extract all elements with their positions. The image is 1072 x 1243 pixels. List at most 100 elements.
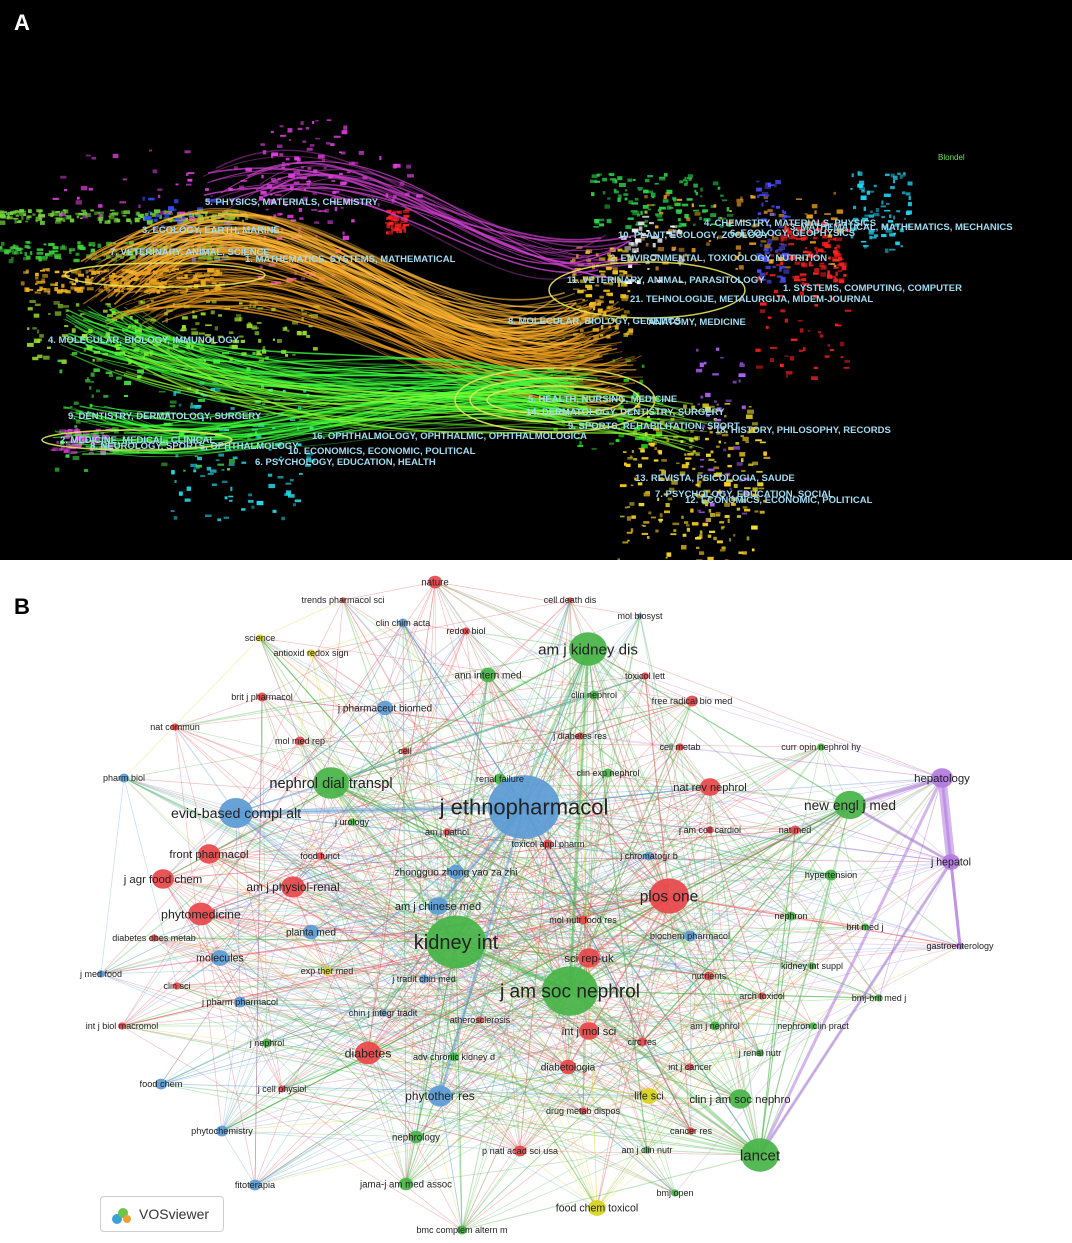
journal-node[interactable] [817, 743, 825, 751]
journal-node[interactable] [340, 597, 346, 603]
journal-node[interactable] [234, 996, 246, 1008]
journal-node[interactable] [710, 1021, 720, 1031]
journal-node[interactable] [686, 1063, 694, 1071]
journal-node[interactable] [97, 970, 105, 978]
journal-node[interactable] [399, 1177, 413, 1191]
journal-node[interactable] [758, 992, 766, 1000]
journal-node[interactable] [861, 923, 869, 931]
journal-node[interactable] [462, 627, 470, 635]
journal-node[interactable] [348, 818, 356, 826]
journal-node[interactable] [379, 1009, 387, 1017]
journal-node[interactable] [756, 1049, 764, 1057]
journal-node[interactable] [643, 1146, 651, 1154]
journal-node[interactable] [419, 974, 429, 984]
journal-node[interactable] [150, 934, 158, 942]
journal-node[interactable] [428, 1085, 452, 1107]
journal-node[interactable] [578, 915, 588, 925]
journal-node[interactable] [219, 798, 253, 828]
journal-node[interactable] [942, 854, 960, 870]
journal-node[interactable] [303, 924, 319, 940]
journal-node[interactable] [476, 1016, 484, 1024]
journal-node[interactable] [322, 966, 332, 976]
journal-node[interactable] [211, 950, 229, 966]
journal-node[interactable] [377, 700, 393, 716]
journal-node[interactable] [825, 869, 837, 881]
journal-node[interactable] [588, 1200, 606, 1216]
journal-node[interactable] [281, 876, 305, 898]
journal-node[interactable] [729, 1089, 751, 1109]
journal-node[interactable] [579, 1022, 599, 1040]
journal-node[interactable] [931, 768, 953, 788]
journal-node[interactable] [637, 1037, 647, 1047]
journal-node[interactable] [307, 649, 315, 657]
journal-node[interactable] [173, 982, 181, 990]
journal-node[interactable] [649, 878, 689, 914]
journal-node[interactable] [155, 1078, 167, 1090]
journal-node[interactable] [560, 1059, 576, 1075]
journal-node[interactable] [567, 597, 573, 603]
journal-node[interactable] [313, 767, 349, 799]
journal-node[interactable] [198, 844, 220, 864]
journal-node[interactable] [457, 1225, 467, 1235]
journal-node[interactable] [119, 773, 129, 783]
journal-label: nephrol dial transpl [269, 776, 392, 792]
journal-node[interactable] [152, 869, 174, 889]
journal-node[interactable] [569, 632, 607, 666]
journal-node[interactable] [118, 1022, 126, 1030]
journal-label: phytochemistry [191, 1126, 253, 1136]
journal-node[interactable] [603, 768, 613, 778]
journal-node[interactable] [704, 971, 714, 981]
journal-node[interactable] [278, 1085, 286, 1093]
journal-node[interactable] [448, 864, 464, 880]
journal-node[interactable] [676, 743, 684, 751]
journal-node[interactable] [171, 723, 179, 731]
journal-node[interactable] [741, 1138, 779, 1172]
journal-label: cell [398, 746, 412, 756]
journal-node[interactable] [684, 930, 696, 942]
journal-node[interactable] [589, 690, 599, 700]
journal-node[interactable] [409, 1130, 423, 1144]
journal-node[interactable] [640, 1088, 658, 1104]
journal-node[interactable] [786, 911, 796, 921]
journal-node[interactable] [426, 915, 486, 969]
journal-node[interactable] [687, 1127, 695, 1135]
journal-node[interactable] [188, 902, 214, 926]
journal-node[interactable] [449, 1052, 459, 1062]
journal-node[interactable] [671, 1189, 679, 1197]
journal-node[interactable] [256, 634, 264, 642]
journal-node[interactable] [790, 825, 800, 835]
journal-node[interactable] [809, 1022, 817, 1030]
journal-node[interactable] [428, 575, 442, 589]
journal-node[interactable] [578, 948, 600, 968]
journal-node[interactable] [641, 672, 649, 680]
journal-node[interactable] [257, 692, 267, 702]
journal-node[interactable] [875, 994, 883, 1002]
journal-node[interactable] [355, 1041, 381, 1065]
journal-node[interactable] [706, 826, 714, 834]
journal-node[interactable] [295, 736, 305, 746]
journal-label: hypertension [805, 870, 858, 880]
journal-node[interactable] [808, 962, 816, 970]
network-nodes [97, 575, 964, 1235]
journal-node[interactable] [956, 942, 964, 950]
journal-node[interactable] [543, 839, 553, 849]
journal-node[interactable] [488, 775, 560, 839]
journal-node[interactable] [834, 790, 866, 820]
journal-node[interactable] [686, 695, 698, 707]
journal-node[interactable] [398, 618, 408, 628]
journal-node[interactable] [262, 1038, 272, 1048]
journal-node[interactable] [700, 778, 720, 796]
journal-node[interactable] [216, 1125, 228, 1137]
journal-node[interactable] [428, 897, 448, 915]
journal-node[interactable] [579, 1107, 587, 1115]
journal-node[interactable] [542, 966, 598, 1016]
journal-node[interactable] [316, 852, 324, 860]
journal-node[interactable] [644, 851, 654, 861]
journal-node[interactable] [443, 828, 451, 836]
journal-node[interactable] [576, 732, 584, 740]
journal-node[interactable] [480, 667, 496, 683]
journal-node[interactable] [401, 747, 409, 755]
journal-node[interactable] [514, 1145, 526, 1157]
journal-node[interactable] [637, 613, 643, 619]
journal-node[interactable] [249, 1179, 261, 1191]
